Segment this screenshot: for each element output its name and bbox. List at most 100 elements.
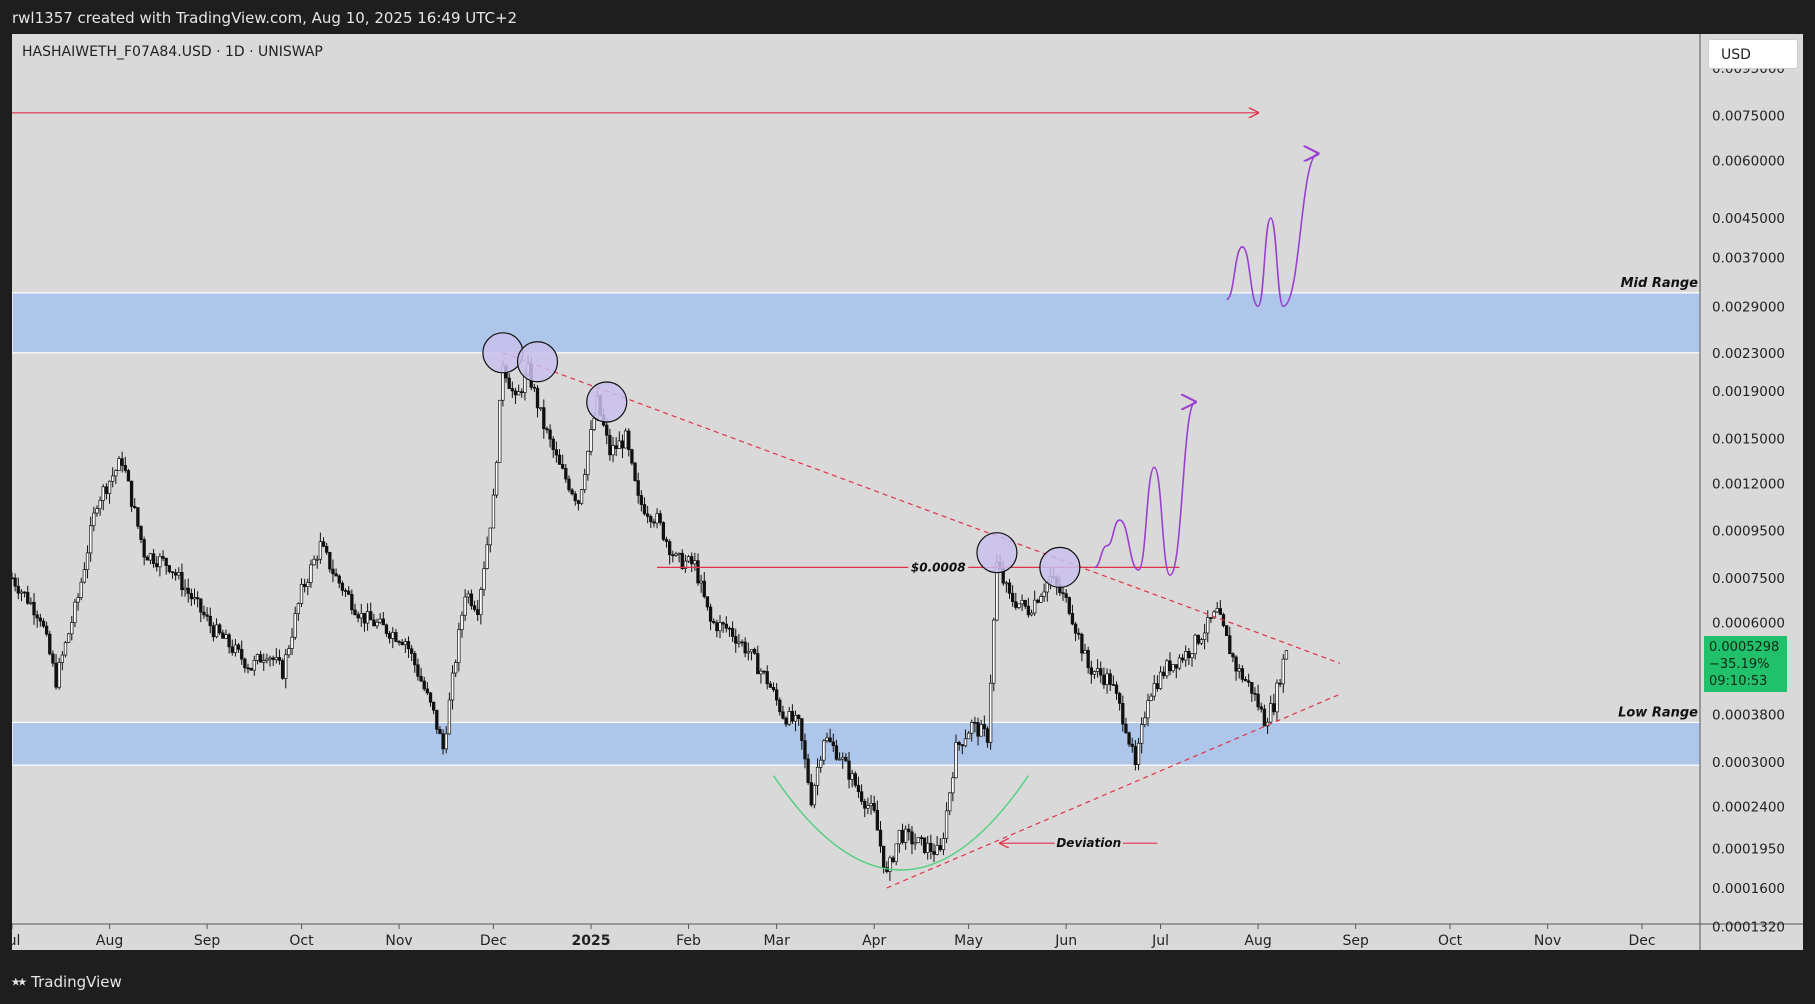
price-tick-label: 0.0003800 [1712,707,1785,723]
candle-body [561,464,565,469]
candle-body [394,632,398,642]
candle-body [1278,682,1282,685]
candle-body [863,800,867,809]
candle-body [19,591,24,594]
attribution-bar: rwl1357 created with TradingView.com, Au… [0,0,1815,34]
candle-body [869,802,873,806]
candle-body [702,580,706,598]
level-line-label: $0.0008 [911,560,966,574]
candle-body [196,597,200,600]
price-tick-label: 0.0015000 [1712,432,1785,448]
candle-body [425,688,430,694]
candle-body [12,577,14,580]
touch-point-circle [1039,546,1081,588]
candle-body [979,724,983,737]
candle-body [809,782,813,806]
candle-body [664,539,669,542]
price-tick-label: 0.0029000 [1712,299,1785,315]
candle-body [60,654,64,663]
candle-body [151,553,156,564]
candle-body [38,617,42,622]
candle-body [460,614,464,630]
candle-body [532,386,537,389]
candle-body [1228,635,1232,655]
candle-body [450,672,455,701]
candle-body [63,642,68,656]
candle-body [712,620,716,623]
candle-body [432,701,436,711]
time-tick-label: Nov [1534,933,1561,949]
candle-body [922,837,927,853]
candle-body [875,809,879,831]
candle-body [1171,664,1175,672]
tradingview-logo-icon: ⭑⭑ [12,974,26,990]
candle-body [189,593,194,600]
candle-body [916,837,920,844]
candle-body [384,624,389,634]
candle-body [1073,623,1078,634]
currency-selector[interactable]: USD [1708,39,1798,69]
candle-body [1269,703,1273,723]
candle-body [1184,651,1188,661]
time-tick-label: Oct [1438,933,1463,949]
candle-body [145,556,149,561]
candle-body [749,649,754,653]
candle-body [564,468,568,480]
candle-body [853,773,857,786]
candle-body [1130,743,1134,747]
range-zone [12,721,1701,766]
candle-body [649,516,653,523]
candle-body [177,572,181,576]
candle-body [771,687,776,691]
trendline [886,693,1341,889]
candle-body [1212,611,1216,619]
candle-body [369,611,373,621]
candle-body [535,387,540,409]
candle-body [328,552,332,570]
candle-body [520,391,524,393]
candle-body [938,845,942,850]
footer-bar: ⭑⭑ TradingView [0,950,1815,1004]
candle-body [1155,683,1160,689]
candle-body [674,553,678,556]
candle-body [340,582,345,591]
range-zone-label: Low Range [1618,705,1698,720]
candle-body [199,598,203,613]
candle-body [1162,671,1166,677]
time-tick-label: Dec [480,933,507,949]
candle-body [970,721,974,734]
candle-body [1215,608,1219,613]
candle-body [1218,608,1222,615]
candle-body [26,591,30,604]
tradingview-logo[interactable]: ⭑⭑ TradingView [12,973,122,991]
candle-body [1202,632,1207,640]
candle-body [1105,673,1109,685]
candle-body [252,660,256,671]
candle-body [381,618,385,626]
candle-body [284,654,288,679]
candle-body [183,587,187,591]
candle-body [246,667,250,670]
candle-body [1092,671,1097,675]
candle-body [859,791,864,802]
candle-body [111,475,115,482]
candle-body [463,596,467,616]
candle-body [167,565,171,573]
candle-body [387,633,392,639]
touch-point-circle [482,332,524,374]
trendline [502,352,1341,664]
touch-point-circle [976,532,1018,574]
candle-body [155,563,159,568]
candle-body [318,541,323,560]
candle-body [683,560,688,569]
candle-body [70,622,74,635]
candle-body [447,699,452,735]
candle-body [756,653,760,675]
candle-body [274,657,278,660]
candle-body [79,581,83,598]
candle-body [1206,617,1210,634]
candle-body [677,552,681,555]
candle-body [743,641,747,654]
